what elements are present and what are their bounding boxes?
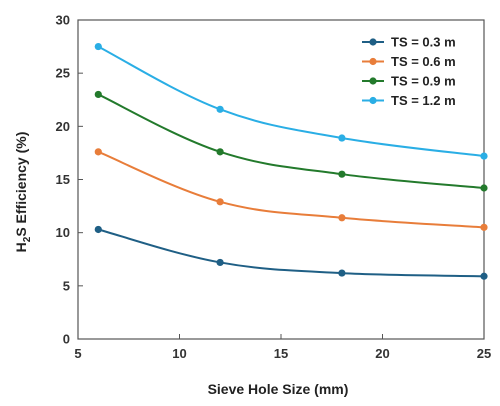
data-point — [480, 152, 488, 160]
y-tick-label: 0 — [63, 332, 70, 347]
y-axis-label-sub: 2 — [22, 236, 33, 242]
legend-label: TS = 1.2 m — [391, 93, 456, 108]
legend: TS = 0.3 m TS = 0.6 m TS = 0.9 m TS = 1.2 m — [362, 35, 456, 108]
series-line — [97, 150, 485, 229]
series-4 — [94, 42, 488, 160]
data-point — [338, 134, 346, 142]
legend-swatch-marker — [369, 96, 377, 105]
legend-item: TS = 0.6 m — [362, 54, 456, 69]
x-axis-ticks: 5 10 15 20 25 — [74, 334, 491, 361]
data-point — [480, 223, 488, 231]
x-tick-label: 15 — [274, 346, 288, 361]
data-point — [94, 148, 102, 156]
y-tick-label: 5 — [63, 278, 70, 293]
legend-item: TS = 1.2 m — [362, 93, 456, 108]
x-tick-label: 5 — [74, 346, 81, 361]
y-axis-ticks: 0 5 10 15 20 25 30 — [56, 13, 83, 347]
y-tick-label: 20 — [56, 119, 70, 134]
legend-swatch-marker — [369, 77, 377, 85]
x-axis-label: Sieve Hole Size (mm) — [208, 381, 349, 397]
y-tick-label: 15 — [56, 172, 70, 187]
data-point — [338, 170, 346, 178]
y-axis-label: H2S Efficiency (%) — [13, 132, 33, 253]
legend-swatch-marker — [369, 38, 377, 46]
x-tick-label: 25 — [477, 346, 491, 361]
data-point — [216, 148, 224, 156]
y-tick-label: 10 — [56, 225, 70, 240]
legend-label: TS = 0.9 m — [391, 74, 456, 89]
data-point — [94, 42, 102, 51]
series-layer — [94, 42, 488, 280]
series-line — [97, 45, 485, 158]
series-line — [98, 228, 485, 278]
data-point — [94, 90, 102, 99]
legend-label: TS = 0.3 m — [391, 35, 456, 50]
y-tick-label: 25 — [56, 66, 70, 81]
legend-item: TS = 0.9 m — [362, 74, 456, 89]
series-1 — [94, 225, 488, 280]
y-axis-label-main: H — [13, 242, 29, 252]
x-tick-label: 10 — [172, 346, 186, 361]
data-point — [338, 214, 346, 222]
data-point — [216, 258, 224, 267]
y-tick-label: 30 — [56, 13, 70, 28]
data-point — [216, 105, 224, 113]
y-axis-label-rest: S Efficiency (%) — [13, 132, 29, 237]
data-point — [480, 272, 488, 280]
series-2 — [94, 148, 488, 231]
data-point — [94, 225, 102, 234]
legend-swatch-marker — [369, 57, 377, 66]
legend-item: TS = 0.3 m — [362, 35, 456, 50]
series-3 — [94, 90, 488, 192]
series-line — [97, 93, 485, 190]
x-tick-label: 20 — [375, 346, 389, 361]
data-point — [480, 184, 488, 192]
data-point — [216, 198, 224, 206]
legend-label: TS = 0.6 m — [391, 54, 456, 69]
data-point — [338, 269, 346, 277]
